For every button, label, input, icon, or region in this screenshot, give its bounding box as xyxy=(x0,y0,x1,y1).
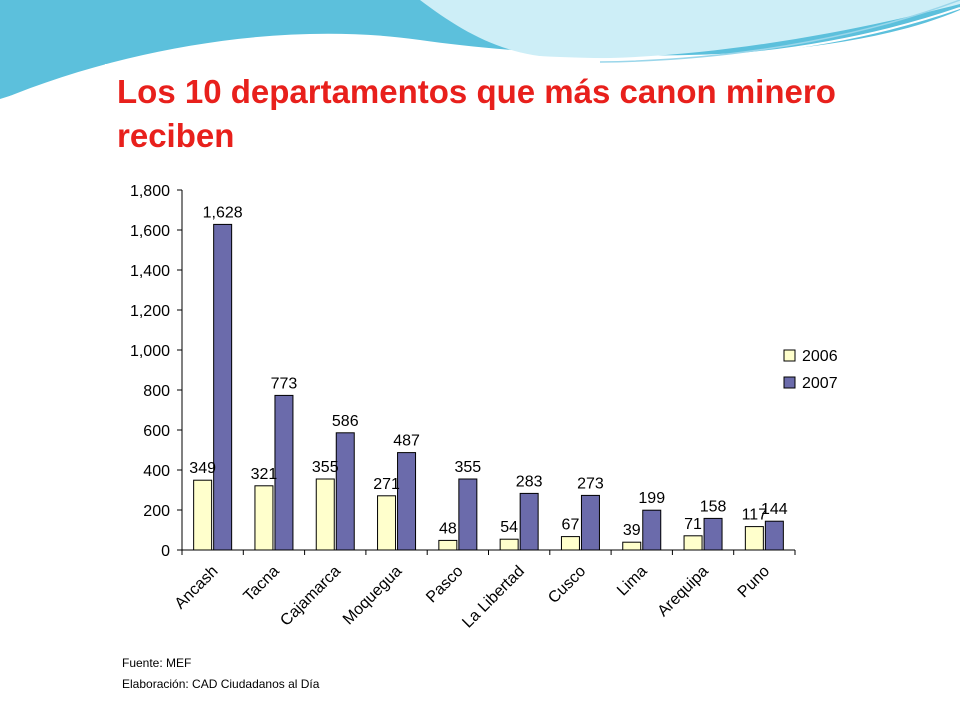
header-wave-line-2 xyxy=(599,0,960,63)
bar-2007-la-libertad xyxy=(519,492,539,551)
legend-swatch-2006 xyxy=(783,349,796,362)
data-label-2006: 355 xyxy=(312,459,339,476)
data-label-2006: 67 xyxy=(562,517,580,534)
category-label: Puno xyxy=(735,563,774,602)
category-label: Lima xyxy=(614,563,651,600)
data-label-2007: 487 xyxy=(393,433,420,450)
data-label-2007: 773 xyxy=(271,375,298,392)
data-label-2007: 158 xyxy=(700,498,727,515)
category-label: Cusco xyxy=(545,563,589,607)
y-tick-label: 200 xyxy=(143,503,170,520)
bars xyxy=(193,223,784,551)
bar-2007-puno xyxy=(764,520,784,551)
bar-2007-ancash xyxy=(213,223,233,551)
bar-2006-arequipa xyxy=(683,535,703,551)
category-label: Ancash xyxy=(172,563,222,613)
bar-2006-cusco xyxy=(560,536,580,551)
legend-swatch-2007 xyxy=(783,376,796,389)
data-label-2007: 144 xyxy=(761,501,788,518)
bar-2006-lima xyxy=(622,541,642,551)
bar-2006-tacna xyxy=(254,485,274,551)
category-label: Pasco xyxy=(423,563,467,607)
bar-2007-moquegua xyxy=(397,452,417,551)
bar-2006-moquegua xyxy=(377,495,397,551)
data-label-2006: 39 xyxy=(623,522,641,539)
legend-label-2006: 2006 xyxy=(802,348,838,365)
y-tick-label: 1,000 xyxy=(130,343,170,360)
bar-2006-la-libertad xyxy=(499,538,519,551)
slide-title: Los 10 departamentos que más canon miner… xyxy=(117,73,836,154)
data-label-2007: 283 xyxy=(516,473,543,490)
data-label-2006: 71 xyxy=(684,516,702,533)
bar-2006-ancash xyxy=(193,479,213,551)
y-tick-label: 400 xyxy=(143,463,170,480)
data-label-2007: 355 xyxy=(454,459,481,476)
data-label-2006: 321 xyxy=(251,466,278,483)
bar-2007-arequipa xyxy=(703,517,723,551)
y-tick-label: 600 xyxy=(143,423,170,440)
elaboration-note: Elaboración: CAD Ciudadanos al Día xyxy=(122,677,320,691)
legend-label-2007: 2007 xyxy=(802,375,838,392)
y-tick-label: 1,800 xyxy=(130,183,170,200)
category-label: Cajamarca xyxy=(277,563,344,630)
bar-2006-puno xyxy=(744,526,764,551)
header-wave-light xyxy=(420,0,960,59)
data-label-2006: 54 xyxy=(500,519,518,536)
data-label-2006: 271 xyxy=(373,476,400,493)
data-label-2007: 586 xyxy=(332,413,359,430)
category-label: Arequipa xyxy=(655,563,712,620)
bar-2006-pasco xyxy=(438,539,458,551)
y-tick-label: 0 xyxy=(161,543,170,560)
y-tick-label: 1,200 xyxy=(130,303,170,320)
data-label-2006: 117 xyxy=(742,507,768,524)
data-label-2007: 199 xyxy=(638,490,665,507)
y-tick-label: 1,600 xyxy=(130,223,170,240)
data-label-2006: 349 xyxy=(189,460,216,477)
data-label-2007: 1,628 xyxy=(203,204,243,221)
y-tick-label: 1,400 xyxy=(130,263,170,280)
bar-2006-cajamarca xyxy=(315,478,335,551)
category-label: Tacna xyxy=(241,563,283,605)
bar-2007-cajamarca xyxy=(335,432,355,551)
data-label-2007: 273 xyxy=(577,475,604,492)
data-labels: 349 1,628 321 773 355 586 271 487 48 355 54 283 67 27… xyxy=(189,204,787,539)
bar-2007-lima xyxy=(642,509,662,551)
source-note: Fuente: MEF xyxy=(122,656,192,670)
category-label: La Libertad xyxy=(459,563,528,632)
category-label: Moquegua xyxy=(340,563,406,629)
legend: 2006 2007 xyxy=(783,348,838,392)
bar-2007-cusco xyxy=(580,494,600,551)
data-label-2006: 48 xyxy=(439,520,457,537)
y-tick-label: 800 xyxy=(143,383,170,400)
bar-2007-tacna xyxy=(274,394,294,551)
bar-2007-pasco xyxy=(458,478,478,551)
